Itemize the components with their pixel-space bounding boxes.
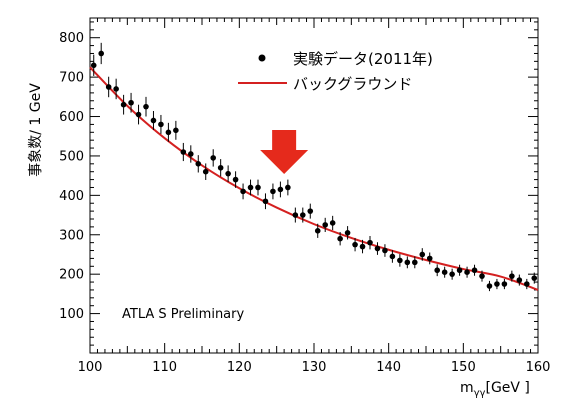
data-point [479, 273, 485, 279]
data-point [232, 176, 239, 183]
data-point [434, 267, 441, 274]
data-point [292, 212, 299, 218]
background-fit-curve [89, 66, 539, 291]
data-point [150, 117, 157, 124]
data-point [105, 84, 112, 90]
data-point [173, 127, 179, 134]
data-point [262, 198, 269, 205]
x-axis-unit: [GeV ] [485, 380, 529, 396]
data-point [456, 267, 463, 274]
y-tick-label: 500 [59, 149, 84, 164]
plot-frame [89, 17, 539, 354]
data-point [382, 247, 388, 254]
data-point [494, 281, 500, 287]
data-point [367, 239, 373, 246]
y-tick-label: 400 [59, 189, 84, 204]
data-point [247, 184, 254, 191]
x-axis-symbol: m [460, 380, 474, 396]
x-tick-label: 110 [152, 360, 177, 375]
y-tick-label: 700 [59, 71, 84, 86]
data-point [397, 257, 403, 264]
tick-labels: 100 110 120 130 140 150 160 100 200 300 400 500 600 7… [59, 31, 550, 375]
data-point [486, 283, 493, 289]
x-axis-subscript: γγ [474, 388, 486, 399]
x-tick-label: 130 [302, 360, 327, 375]
data-point [195, 161, 202, 167]
y-tick-label: 300 [59, 228, 84, 243]
x-tick-label: 100 [78, 360, 103, 375]
data-point [98, 50, 104, 57]
data-point [277, 186, 284, 193]
x-tick-label: 120 [227, 360, 252, 375]
x-tick-label: 150 [451, 360, 476, 375]
data-point [412, 259, 418, 266]
data-point [158, 121, 164, 128]
data-point [524, 281, 530, 287]
data-point [374, 245, 381, 252]
legend: 実験データ(2011年) バックグラウンド [238, 50, 433, 93]
data-point [329, 220, 336, 226]
y-tick-label: 200 [59, 268, 84, 283]
data-point [217, 164, 224, 171]
y-tick-label: 100 [59, 307, 84, 322]
x-axis-title: mγγ[GeV ] [460, 380, 530, 399]
data-point [509, 273, 515, 279]
data-point [531, 275, 538, 281]
data-point [471, 267, 478, 274]
data-point [307, 208, 314, 214]
y-axis-title: 事象数/ 1 GeV [28, 83, 44, 177]
data-point [165, 129, 172, 136]
data-point [113, 86, 119, 92]
y-tick-label: 600 [59, 110, 84, 125]
data-point [322, 222, 329, 228]
data-point [128, 99, 134, 106]
x-tick-label: 160 [526, 360, 551, 375]
data-point [180, 149, 187, 155]
data-point [404, 259, 411, 266]
data-point [210, 155, 216, 161]
data-point [389, 253, 396, 260]
data-point [344, 229, 351, 236]
data-points [90, 42, 538, 292]
data-point [426, 255, 433, 262]
data-point [188, 151, 194, 157]
legend-label-data: 実験データ(2011年) [293, 50, 433, 68]
x-tick-label: 140 [376, 360, 401, 375]
data-point [352, 241, 358, 248]
legend-label-background: バックグラウンド [293, 75, 412, 93]
data-point [464, 269, 470, 276]
signal-arrow-icon [260, 130, 309, 174]
data-point [359, 243, 366, 250]
y-tick-label: 800 [59, 31, 84, 46]
data-point [441, 269, 448, 276]
data-point [90, 62, 97, 69]
data-point [419, 251, 426, 258]
data-point [314, 228, 321, 234]
data-point [501, 281, 508, 287]
data-point [255, 184, 261, 191]
atlas-preliminary-label: ATLA S Preliminary [122, 307, 244, 322]
legend-marker-data [258, 54, 266, 62]
data-point [300, 212, 306, 218]
data-point [202, 168, 209, 175]
data-point [240, 188, 246, 195]
data-point [135, 111, 142, 118]
data-point [225, 170, 231, 177]
data-point [143, 103, 149, 110]
data-point [120, 101, 127, 108]
data-point [516, 277, 523, 283]
data-point [337, 235, 343, 242]
axis-ticks [89, 18, 539, 354]
data-point [449, 271, 455, 277]
data-point [285, 184, 291, 191]
data-point [270, 188, 276, 195]
